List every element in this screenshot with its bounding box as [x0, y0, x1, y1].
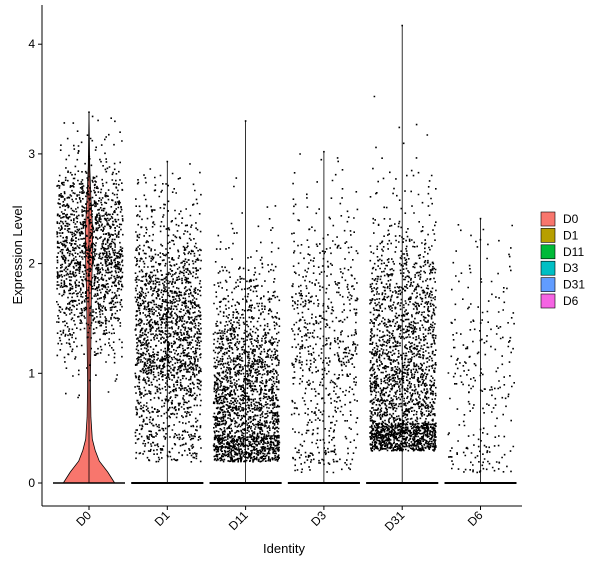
legend-key-d6: [540, 293, 556, 309]
point-max-d6: [479, 217, 482, 220]
points-d6: [444, 217, 517, 484]
violin-group-d3: [287, 150, 360, 484]
x-tick-label-d1: D1: [152, 508, 173, 529]
legend-label-d0: D0: [563, 212, 579, 226]
violin-group-d11: [209, 120, 282, 484]
legend-key-d3: [540, 260, 556, 276]
points-d3: [287, 150, 360, 484]
y-tick-label: 0: [28, 476, 35, 490]
points-d11: [209, 120, 282, 484]
points-d0: [53, 111, 125, 484]
point-cloud-d6: [447, 224, 515, 474]
y-tick-label: 3: [28, 147, 35, 161]
legend-label-d1: D1: [563, 228, 579, 242]
legend-key-d1: [540, 228, 556, 243]
x-axis-title: Identity: [263, 541, 305, 556]
point-cloud-d31: [369, 95, 437, 452]
legend-label-d11: D11: [563, 245, 584, 259]
point-cloud-d3: [290, 153, 359, 474]
violin-group-d31: [366, 24, 439, 484]
point-cloud-d1: [134, 163, 202, 463]
point-max-d1: [166, 160, 169, 163]
legend: D0 D1 D11 D3 D31 D6: [540, 211, 585, 309]
x-tick-label-d31: D31: [382, 508, 408, 534]
legend-label-d6: D6: [563, 294, 579, 308]
x-tick-label-d0: D0: [73, 508, 94, 529]
y-axis-title: Expression Level: [10, 205, 25, 304]
violin-group-d6: [444, 217, 517, 484]
points-d31: [366, 24, 439, 484]
point-max-d0: [88, 111, 90, 114]
y-tick-label: 2: [28, 257, 35, 271]
point-cloud-d0: [56, 115, 124, 399]
legend-key-d0: [540, 211, 556, 227]
point-cloud-d11: [212, 177, 281, 463]
legend-label-d31: D31: [563, 278, 585, 292]
legend-key-d11: [540, 244, 556, 260]
point-max-d31: [401, 24, 403, 27]
y-tick-label: 4: [28, 37, 35, 51]
x-tick-label-d3: D3: [308, 508, 329, 529]
violin-group-d1: [131, 160, 204, 484]
plot-area: [53, 24, 517, 484]
point-max-d11: [244, 120, 247, 122]
legend-key-d31: [540, 277, 556, 292]
x-tick-label-d6: D6: [465, 508, 486, 529]
point-max-d3: [323, 150, 325, 153]
x-tick-label-d11: D11: [226, 508, 251, 533]
legend-label-d3: D3: [563, 261, 579, 275]
axes: [41, 5, 522, 507]
y-tick-label: 1: [28, 366, 35, 380]
points-d1: [131, 160, 204, 484]
y-ticks: 0 1 2 3 4: [28, 37, 42, 490]
x-ticks: D0 D1 D11 D3 D31 D6: [73, 506, 486, 534]
violin-group-d0: [53, 111, 125, 484]
